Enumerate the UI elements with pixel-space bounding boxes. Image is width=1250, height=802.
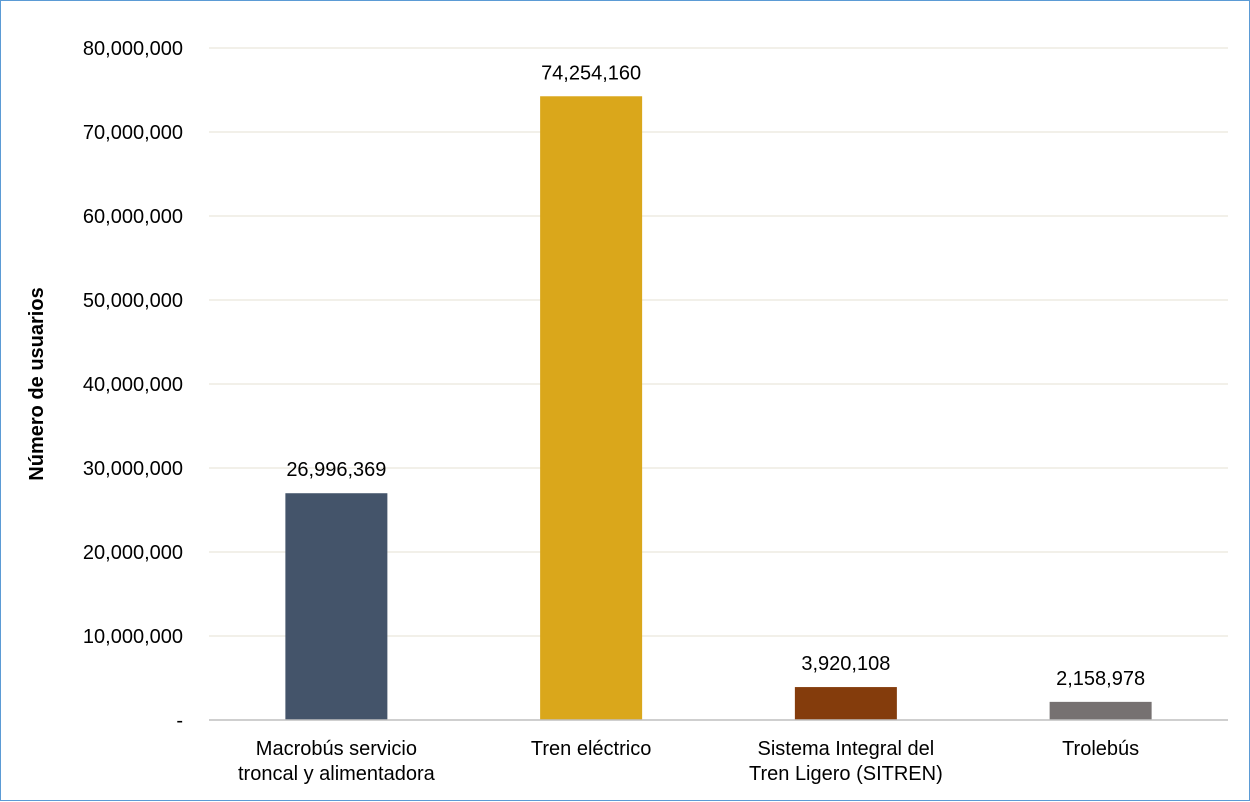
y-tick-label: 50,000,000 xyxy=(83,290,183,312)
y-tick-label: - xyxy=(176,710,183,732)
bars xyxy=(285,96,1152,720)
y-tick-label: 10,000,000 xyxy=(83,626,183,648)
x-tick-label: Tren eléctrico xyxy=(531,738,651,760)
x-tick-label: Macrobús servicio xyxy=(256,738,417,760)
y-tick-label: 40,000,000 xyxy=(83,374,183,396)
bar xyxy=(540,96,643,720)
data-label: 2,158,978 xyxy=(1056,668,1145,690)
x-tick-label: Trolebús xyxy=(1062,738,1139,760)
data-label: 26,996,369 xyxy=(286,459,386,481)
x-tick-label: troncal y alimentadora xyxy=(238,763,436,785)
y-axis-ticks: - 10,000,000 20,000,000 30,000,000 40,000,00… xyxy=(83,38,183,732)
bar xyxy=(1049,701,1152,720)
y-tick-label: 60,000,000 xyxy=(83,206,183,228)
x-axis-categories: Macrobús servicio troncal y alimentadora T… xyxy=(238,738,1139,785)
bar xyxy=(285,493,388,720)
y-tick-label: 70,000,000 xyxy=(83,122,183,144)
y-tick-label: 20,000,000 xyxy=(83,542,183,564)
y-axis-label: Número de usuarios xyxy=(26,287,48,480)
data-labels: 26,996,369 74,254,160 3,920,108 2,158,978 xyxy=(286,62,1145,690)
data-label: 3,920,108 xyxy=(801,653,890,675)
x-tick-label: Sistema Integral del xyxy=(757,738,934,760)
data-label: 74,254,160 xyxy=(541,62,641,84)
y-tick-label: 80,000,000 xyxy=(83,38,183,60)
y-tick-label: 30,000,000 xyxy=(83,458,183,480)
x-tick-label: Tren Ligero (SITREN) xyxy=(749,763,943,785)
bar xyxy=(794,687,897,720)
